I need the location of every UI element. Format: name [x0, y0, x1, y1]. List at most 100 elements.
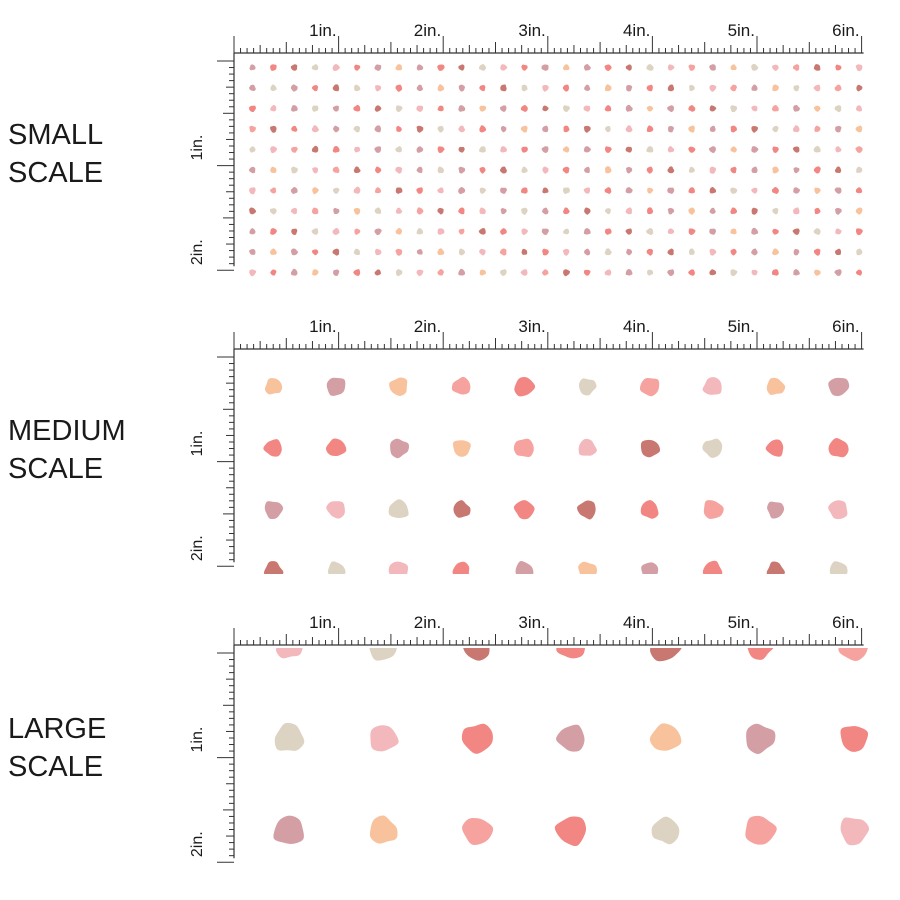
- medium-dot: [640, 439, 661, 458]
- large-dot: [275, 648, 303, 659]
- small-dot: [772, 166, 779, 174]
- small-dot: [625, 125, 633, 133]
- small-dot: [626, 248, 633, 256]
- small-dot: [688, 207, 695, 215]
- small-dot: [542, 269, 549, 276]
- small-dot: [834, 269, 842, 276]
- small-dot: [813, 228, 821, 235]
- large-dot: [838, 648, 868, 661]
- small-dot: [500, 125, 507, 133]
- medium-scale-label-line1: MEDIUM: [8, 415, 126, 447]
- small-dot: [730, 207, 738, 215]
- small-dot: [270, 166, 277, 173]
- small-dot: [416, 64, 424, 71]
- small-dot: [856, 248, 863, 256]
- small-dot: [542, 105, 549, 112]
- small-dot: [290, 105, 298, 112]
- small-dot: [604, 248, 612, 256]
- small-dot: [416, 187, 423, 194]
- small-dot: [249, 228, 256, 235]
- small-dot: [416, 84, 424, 92]
- medium-dot: [390, 438, 409, 459]
- small-dot: [793, 85, 800, 92]
- small-dot: [249, 248, 256, 255]
- large-vruler-label-2in: 2in.: [189, 831, 206, 857]
- small-dot: [437, 248, 445, 256]
- small-dot: [312, 269, 319, 276]
- large-scale-label: LARGE SCALE: [8, 710, 106, 786]
- medium-dot-pattern: [263, 376, 850, 574]
- small-dot: [541, 228, 549, 235]
- small-dot: [395, 146, 402, 153]
- small-dot: [333, 269, 340, 276]
- large-dot: [840, 817, 870, 846]
- small-dot: [353, 104, 361, 112]
- small-dot: [604, 269, 612, 276]
- small-dot: [520, 104, 528, 112]
- small-dot: [542, 187, 549, 194]
- small-dot: [584, 166, 590, 173]
- small-dot: [395, 207, 403, 214]
- large-vruler-label-1in: 1in.: [189, 727, 206, 753]
- small-vruler-label-2in: 2in.: [189, 239, 206, 265]
- small-dot: [353, 207, 361, 215]
- small-dot: [542, 248, 549, 256]
- small-dot: [813, 64, 821, 71]
- large-ruler-label-3in: 3in.: [518, 613, 545, 632]
- small-dot: [772, 228, 779, 235]
- small-dot: [395, 166, 403, 174]
- small-dot: [395, 64, 402, 71]
- medium-dot: [702, 377, 722, 395]
- small-dot: [291, 228, 298, 235]
- small-dot: [479, 187, 487, 194]
- small-dot: [751, 84, 758, 91]
- small-dot: [249, 105, 256, 113]
- small-dot: [730, 125, 737, 133]
- small-dot: [270, 187, 277, 194]
- large-ruler-label-2in: 2in.: [414, 613, 441, 632]
- small-ruler-label-4in: 4in.: [623, 21, 650, 40]
- small-dot: [813, 248, 821, 256]
- small-dot: [311, 228, 319, 235]
- small-dot: [249, 125, 256, 133]
- small-dot: [730, 228, 737, 235]
- small-dot: [793, 249, 800, 256]
- small-dot: [855, 269, 862, 276]
- small-dot: [855, 187, 863, 194]
- small-dot: [563, 269, 570, 277]
- small-dot: [646, 248, 654, 256]
- medium-ruler-label-2in: 2in.: [414, 317, 441, 336]
- medium-dot: [326, 501, 345, 519]
- small-dot: [249, 84, 256, 92]
- small-dot: [709, 269, 717, 276]
- small-dot: [500, 146, 507, 153]
- small-dot: [458, 228, 465, 235]
- small-dot: [709, 84, 717, 92]
- small-scale-label-line1: SMALL: [8, 119, 104, 151]
- small-dot: [374, 146, 382, 153]
- small-dot: [500, 228, 507, 235]
- small-dot: [751, 63, 759, 71]
- small-scale-label: SMALL SCALE: [8, 116, 103, 192]
- small-dot: [312, 105, 319, 112]
- small-dot: [730, 64, 737, 71]
- small-dot: [270, 146, 278, 154]
- small-dot: [354, 146, 361, 153]
- small-dot: [437, 228, 445, 235]
- large-dot: [746, 723, 776, 754]
- small-dot: [751, 187, 758, 194]
- medium-dot: [388, 499, 409, 519]
- small-dot: [667, 105, 674, 113]
- small-dot: [458, 84, 465, 92]
- medium-dot: [263, 561, 284, 574]
- large-dot-pattern: [273, 648, 870, 847]
- small-dot: [521, 207, 528, 215]
- small-dot: [835, 146, 842, 153]
- small-dot: [667, 166, 675, 174]
- small-dot: [813, 84, 821, 92]
- small-dot: [667, 146, 675, 153]
- medium-dot: [639, 378, 660, 397]
- medium-dot: [513, 500, 535, 520]
- large-dot: [461, 723, 493, 754]
- medium-dot: [766, 561, 785, 574]
